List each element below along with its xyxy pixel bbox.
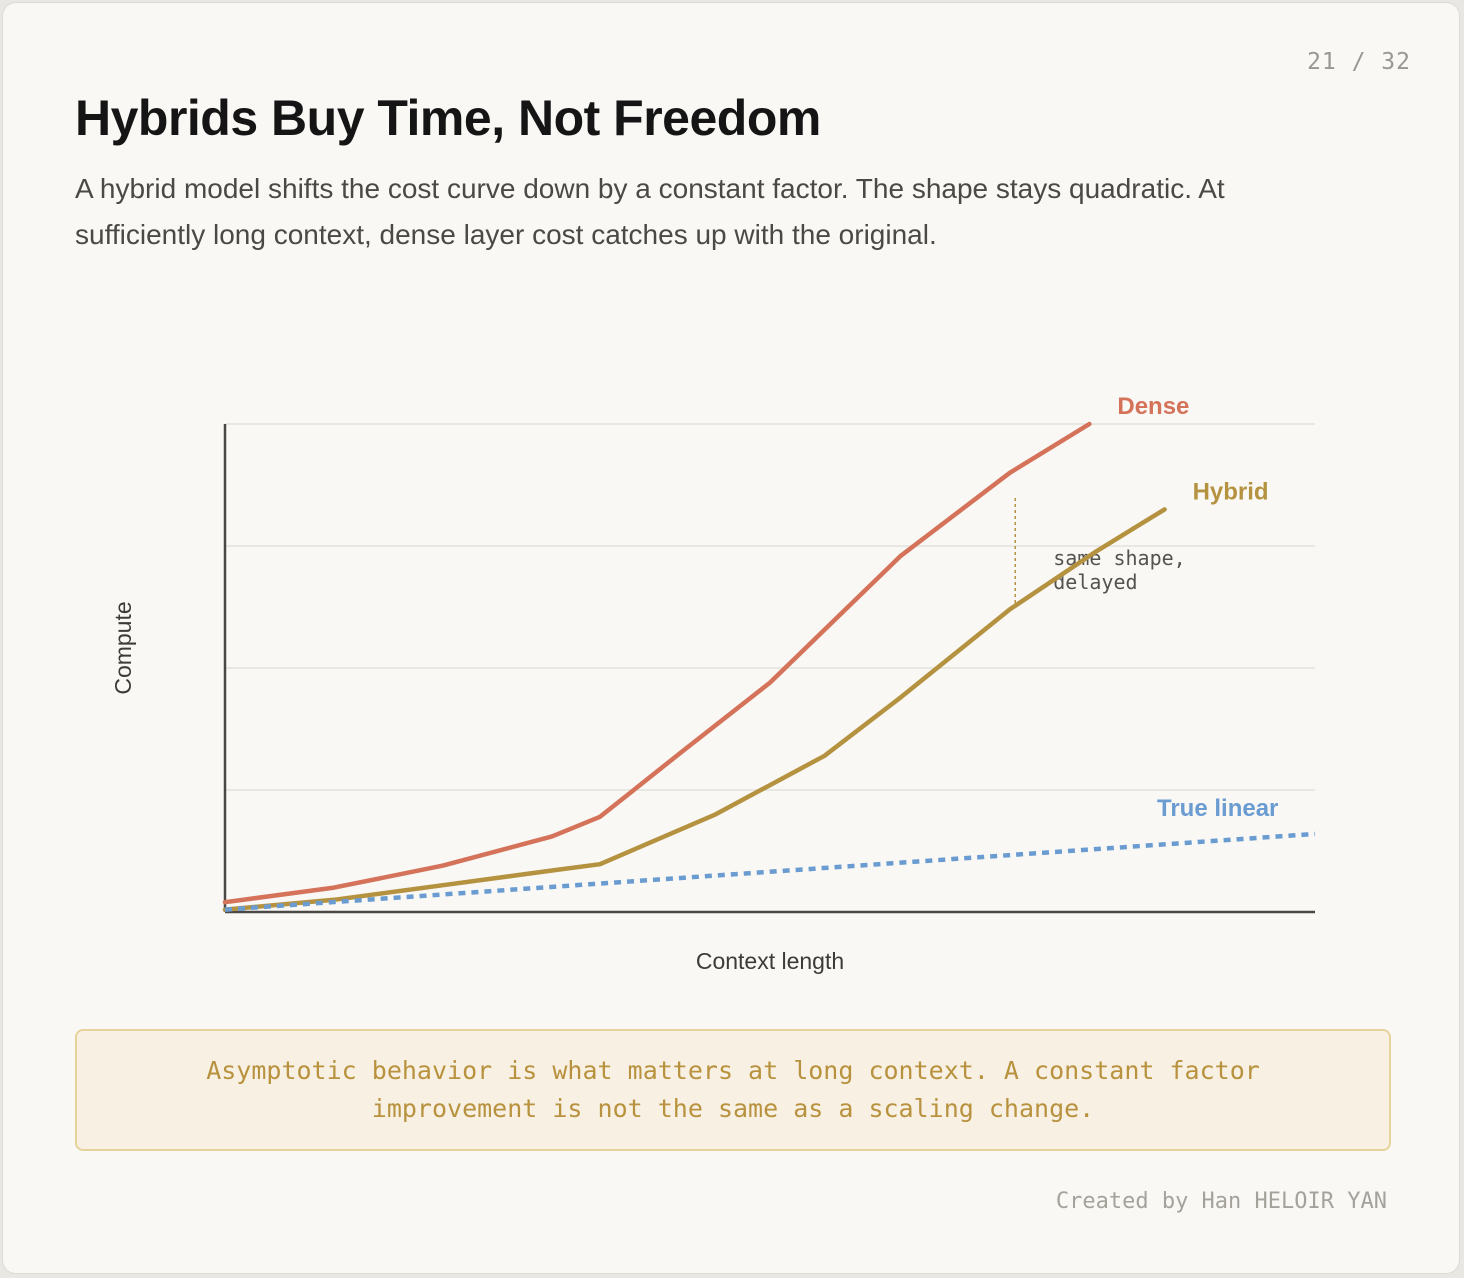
page-number: 21 / 32 — [1307, 49, 1411, 75]
callout-text: Asymptotic behavior is what matters at l… — [206, 1056, 1260, 1123]
annotation-label: same shape, delayed — [1053, 546, 1185, 594]
slide-title: Hybrids Buy Time, Not Freedom — [75, 90, 821, 146]
series-label-hybrid: Hybrid — [1193, 478, 1269, 505]
slide-subtitle: A hybrid model shifts the cost curve dow… — [75, 173, 1225, 250]
y-axis-label: Compute — [110, 601, 136, 694]
series-line-true-linear — [224, 831, 1316, 912]
series-line-dense — [222, 421, 1092, 905]
credit-text: Created by Han HELOIR YAN — [1055, 1189, 1387, 1214]
x-axis-label: Context length — [696, 948, 844, 974]
callout-box: Asymptotic behavior is what matters at l… — [75, 1029, 1391, 1151]
series-line-hybrid — [222, 507, 1167, 912]
series-label-true-linear: True linear — [1157, 795, 1278, 822]
series-label-dense: Dense — [1117, 393, 1189, 420]
cost-curve-chart: Context length Compute same shape, delayed D… — [110, 393, 1316, 974]
